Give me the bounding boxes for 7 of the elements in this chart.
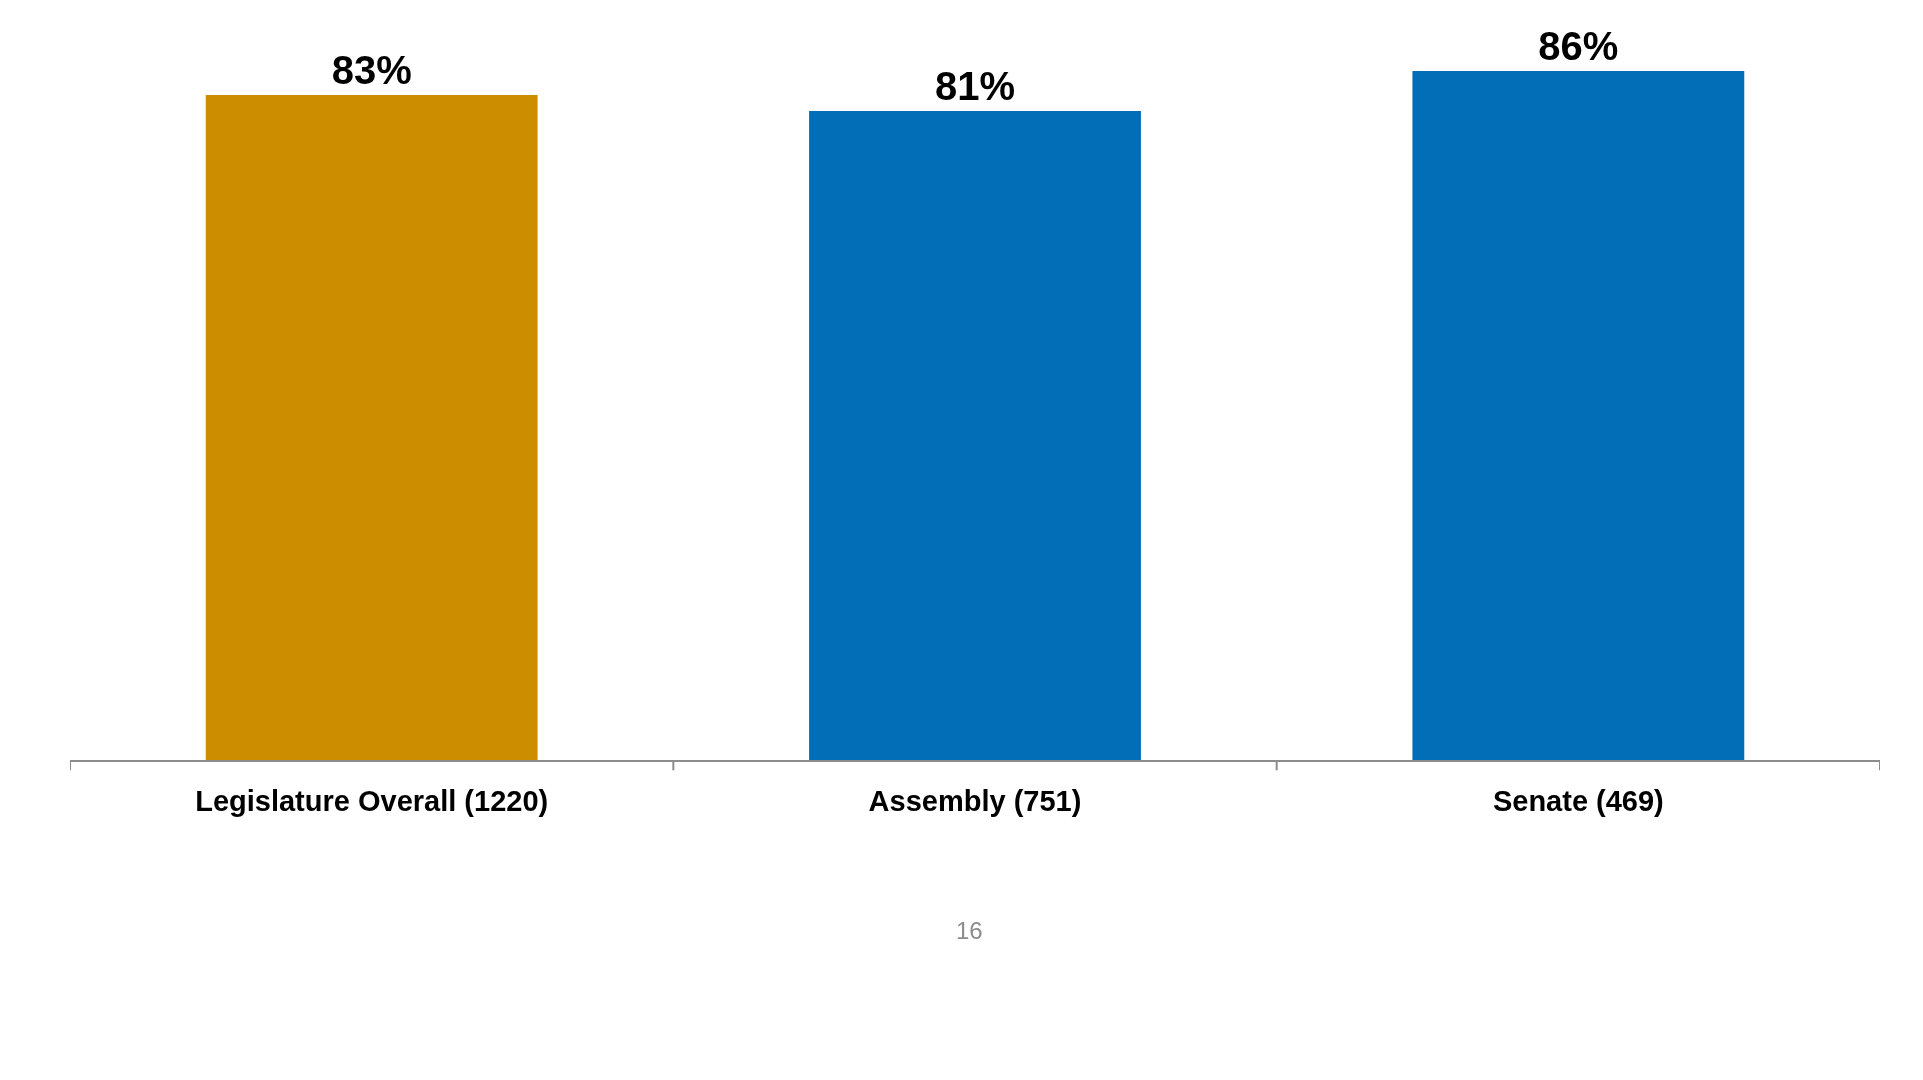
- data-label: 86%: [1538, 24, 1619, 68]
- text: 16: [956, 917, 983, 944]
- data-label: 81%: [934, 64, 1016, 109]
- data-label: 83%: [331, 48, 412, 93]
- x-tick-label: Legislature Overall (1220): [195, 784, 549, 817]
- x-tick-label: Assembly (751): [868, 784, 1082, 817]
- x-tick-label: Senate (469): [1492, 784, 1664, 817]
